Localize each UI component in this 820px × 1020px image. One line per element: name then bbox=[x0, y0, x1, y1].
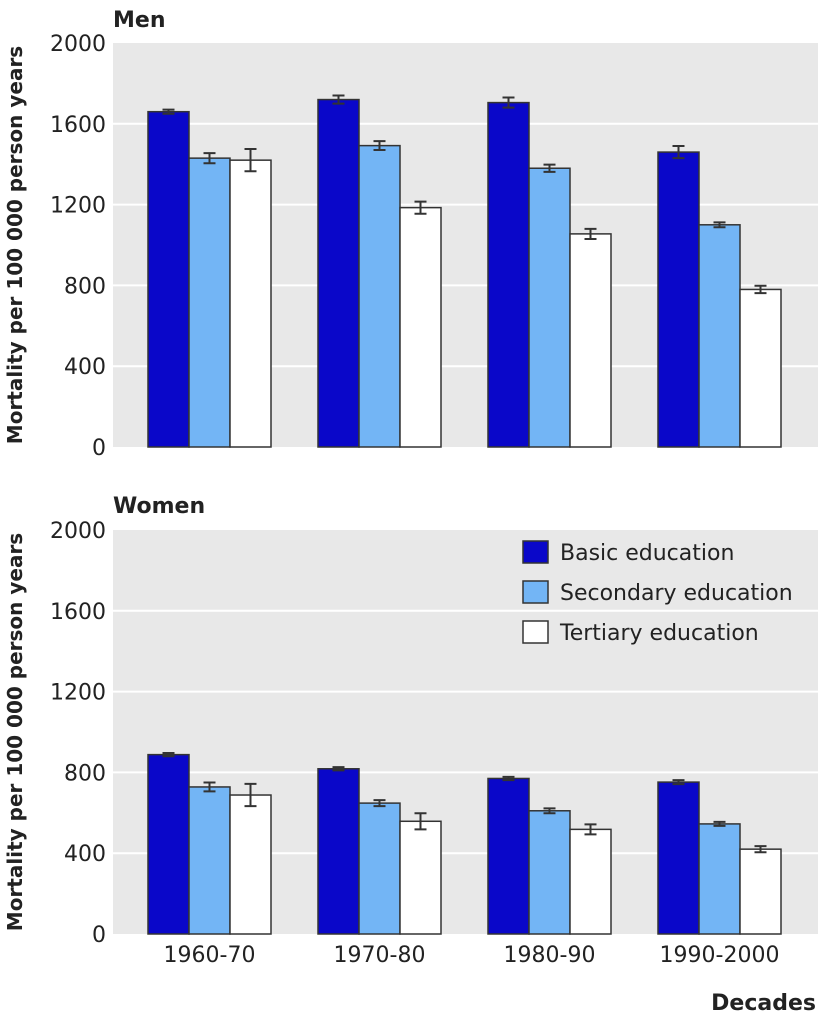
women-bars bbox=[147, 752, 782, 935]
women-panel: Women Mortality per 100 000 person years… bbox=[3, 494, 818, 1016]
men-bars bbox=[147, 94, 782, 448]
men-bar-tertiary-1960-70 bbox=[229, 159, 272, 448]
men-error-bar-basic-1960-70 bbox=[162, 108, 175, 115]
women-error-bar-basic-1970-80 bbox=[332, 766, 345, 772]
legend-label-tertiary: Tertiary education bbox=[559, 621, 759, 646]
men-error-bar-basic-1990-2000 bbox=[672, 145, 685, 160]
women-y-tick-label: 1200 bbox=[50, 681, 106, 706]
women-y-tick-labels: 0 400 800 1200 1600 2000 bbox=[50, 519, 106, 948]
men-panel: Men Mortality per 100 000 person years 0… bbox=[3, 8, 818, 461]
men-bar-tertiary-1980-90 bbox=[569, 233, 612, 448]
men-y-tick-labels: 0 400 800 1200 1600 2000 bbox=[50, 32, 106, 461]
women-bar-secondary-1990-2000 bbox=[698, 823, 741, 935]
women-bar-secondary-1970-80 bbox=[358, 802, 401, 935]
men-error-bar-secondary-1960-70 bbox=[203, 152, 216, 165]
women-error-bar-tertiary-1980-90 bbox=[584, 823, 597, 836]
women-error-bar-secondary-1990-2000 bbox=[713, 820, 726, 827]
x-tick-label: 1960-70 bbox=[164, 943, 256, 968]
men-y-tick-label: 800 bbox=[64, 274, 106, 299]
legend-label-basic: Basic education bbox=[560, 541, 734, 566]
men-bar-tertiary-1970-80 bbox=[399, 206, 442, 448]
x-tick-label: 1980-90 bbox=[504, 943, 596, 968]
women-error-bar-basic-1980-90 bbox=[502, 775, 515, 782]
x-tick-label: 1990-2000 bbox=[660, 943, 780, 968]
men-error-bar-basic-1970-80 bbox=[332, 94, 345, 105]
women-y-tick-label: 0 bbox=[92, 923, 106, 948]
women-panel-title: Women bbox=[113, 494, 205, 519]
men-bar-basic-1970-80 bbox=[317, 98, 360, 448]
men-bar-secondary-1990-2000 bbox=[698, 224, 741, 448]
men-bar-tertiary-1990-2000 bbox=[739, 288, 782, 448]
legend-label-secondary: Secondary education bbox=[560, 581, 793, 606]
women-error-bar-secondary-1960-70 bbox=[203, 781, 216, 793]
men-bar-secondary-1970-80 bbox=[358, 144, 401, 448]
women-error-bar-basic-1990-2000 bbox=[672, 779, 685, 786]
women-y-axis-label: Mortality per 100 000 person years bbox=[3, 533, 27, 931]
women-bar-basic-1960-70 bbox=[147, 753, 190, 935]
legend-swatch-tertiary bbox=[522, 620, 549, 644]
men-y-tick-label: 2000 bbox=[50, 32, 106, 57]
men-error-bar-tertiary-1980-90 bbox=[584, 227, 597, 240]
women-y-tick-label: 1600 bbox=[50, 600, 106, 625]
men-y-tick-label: 400 bbox=[64, 355, 106, 380]
men-bar-secondary-1960-70 bbox=[188, 157, 231, 448]
legend: Basic education Secondary education Tert… bbox=[522, 540, 793, 646]
x-axis-label: Decades bbox=[711, 991, 816, 1016]
women-x-tick-labels: 1960-70 1970-80 1980-90 1990-2000 bbox=[164, 943, 780, 968]
women-error-bar-tertiary-1970-80 bbox=[414, 812, 427, 831]
men-panel-title: Men bbox=[113, 8, 165, 33]
men-error-bar-tertiary-1970-80 bbox=[414, 200, 427, 215]
men-error-bar-basic-1980-90 bbox=[502, 96, 515, 109]
women-bar-secondary-1960-70 bbox=[188, 786, 231, 935]
men-bar-basic-1980-90 bbox=[487, 101, 530, 448]
men-y-tick-label: 1600 bbox=[50, 113, 106, 138]
men-y-tick-label: 1200 bbox=[50, 194, 106, 219]
men-error-bar-secondary-1990-2000 bbox=[713, 221, 726, 229]
men-error-bar-secondary-1970-80 bbox=[373, 140, 386, 152]
women-bar-basic-1990-2000 bbox=[657, 781, 700, 935]
women-bar-basic-1980-90 bbox=[487, 777, 530, 935]
men-error-bar-tertiary-1960-70 bbox=[244, 148, 257, 173]
men-bar-basic-1990-2000 bbox=[657, 151, 700, 448]
men-y-tick-label: 0 bbox=[92, 436, 106, 461]
women-bar-tertiary-1990-2000 bbox=[739, 848, 782, 935]
legend-swatch-basic bbox=[522, 540, 549, 564]
women-error-bar-secondary-1970-80 bbox=[373, 799, 386, 808]
women-y-tick-label: 800 bbox=[64, 761, 106, 786]
men-error-bar-secondary-1980-90 bbox=[543, 163, 556, 173]
women-error-bar-basic-1960-70 bbox=[162, 752, 175, 758]
men-bar-basic-1960-70 bbox=[147, 110, 190, 448]
women-bar-secondary-1980-90 bbox=[528, 810, 571, 935]
women-error-bar-secondary-1980-90 bbox=[543, 807, 556, 815]
women-bar-tertiary-1980-90 bbox=[569, 828, 612, 935]
men-y-axis-label: Mortality per 100 000 person years bbox=[3, 46, 27, 444]
men-bar-secondary-1980-90 bbox=[528, 167, 571, 448]
women-bar-basic-1970-80 bbox=[317, 768, 360, 935]
men-error-bar-tertiary-1990-2000 bbox=[754, 284, 767, 295]
women-error-bar-tertiary-1990-2000 bbox=[754, 845, 767, 854]
women-bar-tertiary-1960-70 bbox=[229, 794, 272, 935]
women-error-bar-tertiary-1960-70 bbox=[244, 782, 257, 808]
x-tick-label: 1970-80 bbox=[334, 943, 426, 968]
women-y-tick-label: 2000 bbox=[50, 519, 106, 544]
legend-swatch-secondary bbox=[522, 580, 549, 604]
women-bar-tertiary-1970-80 bbox=[399, 820, 442, 935]
women-y-tick-label: 400 bbox=[64, 842, 106, 867]
